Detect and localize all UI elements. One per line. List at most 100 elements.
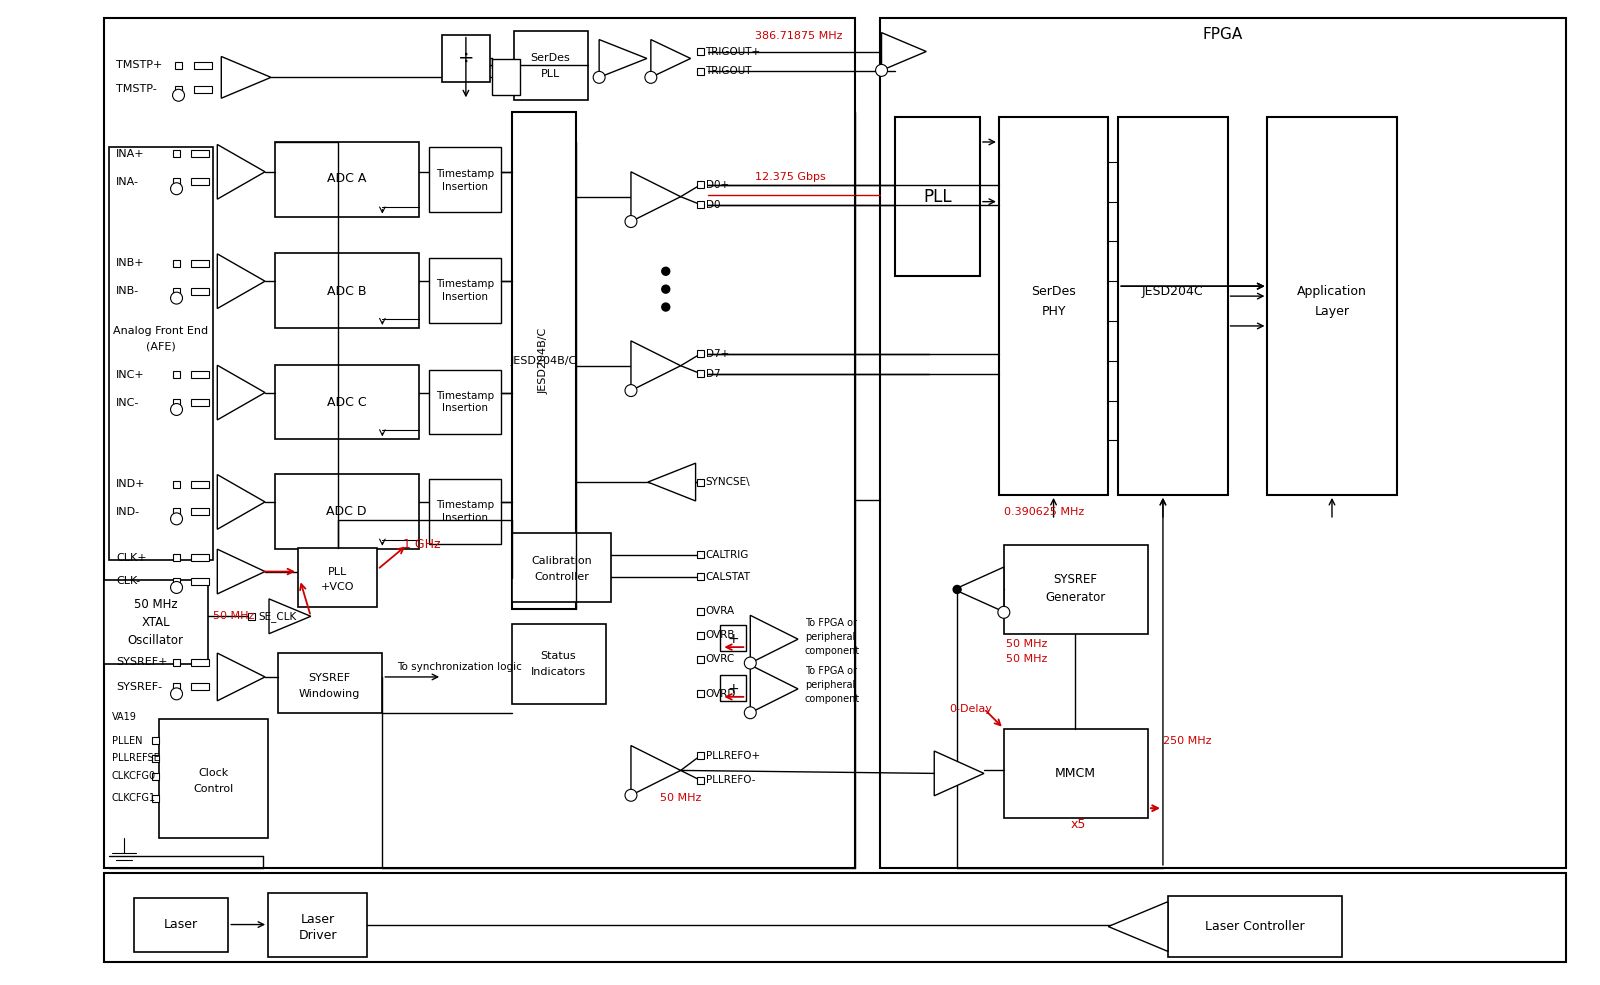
Text: JESD204B/C: JESD204B/C — [539, 328, 549, 394]
Text: SerDes: SerDes — [531, 53, 570, 63]
Text: component: component — [805, 693, 861, 704]
Polygon shape — [750, 665, 798, 713]
Text: IND+: IND+ — [115, 479, 146, 489]
Circle shape — [171, 581, 182, 593]
Bar — [1003, 729, 1149, 819]
Bar — [173, 260, 181, 267]
Text: x5: x5 — [1070, 818, 1086, 830]
Circle shape — [744, 707, 757, 719]
Text: 0.390625 MHz: 0.390625 MHz — [1003, 507, 1085, 517]
Polygon shape — [221, 56, 270, 98]
Bar — [195, 86, 213, 93]
Circle shape — [594, 71, 605, 84]
Text: 50 MHz: 50 MHz — [134, 598, 178, 611]
Text: SYSREF+: SYSREF+ — [115, 657, 168, 667]
Text: +VCO: +VCO — [322, 582, 354, 592]
Text: Layer: Layer — [1315, 304, 1349, 317]
Text: 250 MHz: 250 MHz — [1163, 736, 1211, 746]
Bar — [720, 625, 746, 651]
Bar — [173, 399, 181, 406]
Text: Status: Status — [541, 651, 576, 661]
Bar — [698, 181, 704, 188]
Text: SerDes: SerDes — [1030, 285, 1075, 297]
Text: OVRC: OVRC — [706, 654, 734, 664]
Text: To FPGA or: To FPGA or — [805, 619, 858, 628]
Bar — [491, 59, 520, 96]
Text: TMSTP+: TMSTP+ — [115, 60, 162, 70]
Polygon shape — [269, 599, 310, 633]
Text: Calibration: Calibration — [531, 556, 592, 565]
Text: ADC C: ADC C — [326, 396, 366, 409]
Bar — [134, 897, 229, 952]
Text: 50 MHz: 50 MHz — [659, 793, 701, 803]
Circle shape — [954, 585, 962, 593]
Bar — [192, 178, 210, 185]
Text: INC-: INC- — [115, 398, 139, 408]
Text: To synchronization logic: To synchronization logic — [397, 662, 522, 672]
Text: TMSTP-: TMSTP- — [115, 85, 157, 95]
Bar — [698, 351, 704, 358]
Text: SYSREF: SYSREF — [1053, 573, 1098, 586]
Bar — [152, 755, 158, 762]
Text: CLKCFG0: CLKCFG0 — [112, 771, 157, 781]
Bar — [429, 147, 501, 212]
Text: Application: Application — [1298, 285, 1366, 297]
Bar — [429, 258, 501, 323]
Circle shape — [626, 384, 637, 397]
Polygon shape — [954, 567, 1003, 612]
Bar — [429, 479, 501, 544]
Text: D0+: D0+ — [706, 179, 728, 190]
Text: JESD204B/C: JESD204B/C — [510, 356, 578, 365]
Bar — [173, 178, 181, 185]
Bar — [192, 288, 210, 295]
Text: D0-: D0- — [706, 200, 723, 210]
Circle shape — [171, 688, 182, 699]
Text: Timestamp: Timestamp — [435, 390, 494, 401]
Bar — [275, 474, 419, 549]
Circle shape — [662, 303, 670, 311]
Text: Timestamp: Timestamp — [435, 279, 494, 290]
Text: Insertion: Insertion — [442, 404, 488, 414]
Text: ADC D: ADC D — [326, 505, 366, 518]
Circle shape — [171, 183, 182, 195]
Text: 50 MHz: 50 MHz — [1006, 639, 1048, 649]
Bar — [109, 147, 213, 559]
Bar — [275, 142, 419, 217]
Text: Generator: Generator — [1045, 591, 1106, 604]
Text: SYSREF-: SYSREF- — [115, 682, 162, 691]
Polygon shape — [651, 39, 691, 78]
Text: OVRA: OVRA — [706, 607, 734, 617]
Text: D7-: D7- — [706, 368, 723, 378]
Bar — [192, 578, 210, 585]
Text: +: + — [728, 632, 739, 646]
Bar — [173, 684, 181, 690]
Text: Laser: Laser — [163, 918, 197, 931]
Polygon shape — [218, 145, 266, 199]
Text: 386.71875 MHz: 386.71875 MHz — [755, 31, 843, 40]
Bar — [173, 555, 181, 561]
Text: FPGA: FPGA — [1203, 28, 1243, 42]
Text: OVRB: OVRB — [706, 630, 734, 640]
Bar — [698, 573, 704, 580]
Bar — [174, 86, 182, 93]
Bar — [1118, 117, 1227, 495]
Text: INC+: INC+ — [115, 369, 144, 379]
Text: Driver: Driver — [299, 929, 338, 942]
Text: Insertion: Insertion — [442, 513, 488, 523]
Bar — [152, 773, 158, 780]
Text: ÷: ÷ — [458, 49, 474, 68]
Bar — [192, 555, 210, 561]
Bar — [698, 752, 704, 759]
Bar — [192, 684, 210, 690]
Text: SE_CLK: SE_CLK — [258, 611, 296, 622]
Bar — [173, 508, 181, 515]
Bar — [174, 62, 182, 69]
Polygon shape — [630, 341, 680, 391]
Bar — [192, 371, 210, 378]
Polygon shape — [218, 254, 266, 308]
Polygon shape — [648, 463, 696, 501]
Text: INB-: INB- — [115, 286, 139, 296]
Text: 0-Delay: 0-Delay — [949, 703, 992, 714]
Bar — [698, 656, 704, 663]
Polygon shape — [598, 39, 646, 78]
